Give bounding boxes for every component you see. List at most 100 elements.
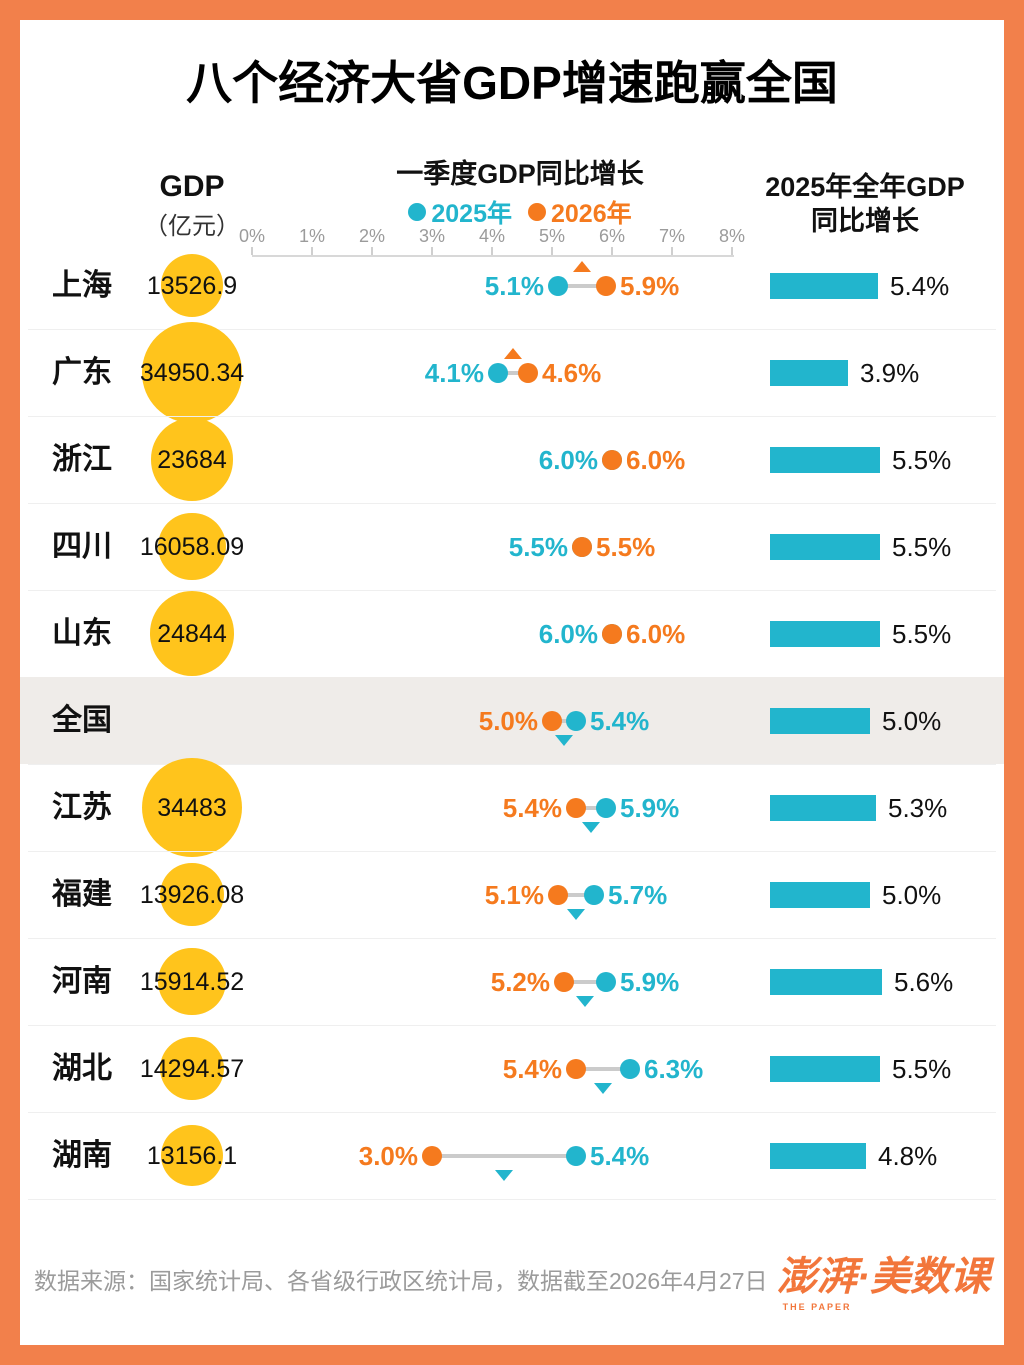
axis-tick-label: 6% (598, 226, 626, 246)
axis-tick (431, 247, 433, 255)
axis-tick (251, 247, 253, 255)
legend-2026-label: 2026年 (551, 200, 632, 228)
dot-value-label-2025: 5.4% (590, 705, 650, 736)
annual-growth-bar (770, 359, 848, 386)
dot-value-label-2026: 5.0% (478, 705, 538, 736)
gdp-value: 23684 (157, 445, 227, 474)
dot-value-label-2025: 5.9% (620, 966, 680, 997)
province-label: 福建 (52, 877, 112, 911)
gdp-bubble (161, 1124, 223, 1187)
bar-chart-title-line2: 同比增长 (811, 206, 919, 236)
dot-value-label-2025: 5.7% (608, 879, 668, 910)
row-separator (28, 764, 996, 765)
province-label: 全国 (52, 703, 112, 737)
gdp-bubble (158, 947, 226, 1016)
province-label: 河南 (52, 964, 112, 998)
dot-2026 (518, 362, 538, 383)
legend-2026-dot-icon (528, 203, 546, 221)
gdp-value: 24844 (157, 619, 227, 648)
row-separator (28, 1025, 996, 1026)
dot-2026 (542, 710, 562, 731)
annual-growth-value: 5.5% (892, 531, 952, 562)
axis-tick-label: 3% (418, 226, 446, 246)
dot-2025 (596, 797, 616, 818)
dumbbell-connector (498, 370, 528, 375)
axis-tick (551, 247, 553, 255)
page-title: 八个经济大省GDP增速跑赢全国 (186, 57, 838, 109)
gdp-value: 13156.1 (146, 1141, 238, 1170)
gdp-value: 16058.09 (139, 532, 245, 561)
row-separator (28, 938, 996, 939)
dot-2025 (488, 362, 508, 383)
dumbbell-connector (576, 805, 606, 810)
dot-value-label-2026: 5.5% (596, 531, 656, 562)
dot-value-label-2025: 6.0% (538, 618, 598, 649)
legend-2025-label: 2025年 (431, 200, 512, 228)
province-label: 山东 (52, 616, 112, 650)
dot-value-label-2025: 5.5% (508, 531, 568, 562)
gdp-column-header: GDP (159, 170, 225, 203)
row-separator (28, 503, 996, 504)
gdp-bubble (142, 757, 242, 858)
dot-value-label-2025: 5.1% (484, 270, 544, 301)
gdp-bubble (150, 418, 234, 501)
dot-value-label-2026: 3.0% (358, 1140, 418, 1171)
dot-2026 (572, 536, 592, 557)
gdp-bubble (160, 254, 224, 317)
annual-growth-value: 5.3% (888, 792, 948, 823)
dot-value-label-2025: 5.4% (590, 1140, 650, 1171)
legend-item-2025: 2025年 (408, 194, 512, 230)
dot-2026 (554, 971, 574, 992)
row-separator (28, 1112, 996, 1113)
data-source-note: 数据来源：国家统计局、各省级行政区统计局，数据截至2026年4月27日 (34, 1268, 768, 1294)
annual-growth-bar (770, 620, 880, 647)
gdp-bubble (149, 591, 235, 676)
publisher-logo: 澎湃·美数课 THE PAPER (777, 1244, 990, 1312)
dumbbell-connector (558, 892, 594, 897)
dot-value-label-2026: 5.2% (490, 966, 550, 997)
province-label: 浙江 (52, 442, 112, 476)
legend-item-2026: 2026年 (528, 194, 632, 230)
gdp-bubble (160, 862, 224, 927)
axis-tick (311, 247, 313, 255)
dot-value-label-2025: 5.9% (620, 792, 680, 823)
trend-down-icon (576, 995, 594, 1007)
annual-growth-bar (770, 533, 880, 560)
dot-2025 (566, 710, 586, 731)
axis-tick-label: 0% (238, 226, 266, 246)
annual-growth-value: 5.5% (892, 444, 952, 475)
dot-2025 (584, 884, 604, 905)
trend-down-icon (594, 1082, 612, 1094)
dot-2026 (566, 797, 586, 818)
row-separator (28, 416, 996, 417)
trend-down-icon (582, 821, 600, 833)
dot-value-label-2026: 5.4% (502, 1053, 562, 1084)
annual-growth-value: 3.9% (860, 357, 920, 388)
row-separator (28, 329, 996, 330)
gdp-value: 13526.9 (146, 271, 238, 300)
dumbbell-connector (576, 1066, 630, 1071)
dot-value-label-2026: 4.6% (542, 357, 602, 388)
row-separator (28, 851, 996, 852)
annual-growth-value: 5.4% (890, 270, 950, 301)
gdp-value: 34483 (157, 793, 227, 822)
axis-tick-label: 7% (658, 226, 686, 246)
dumbbell-connector (558, 283, 606, 288)
annual-growth-bar (770, 968, 882, 995)
legend: 2025年 2026年 (320, 194, 720, 230)
dot-value-label-2025: 6.3% (644, 1053, 704, 1084)
gdp-bubble (141, 322, 242, 423)
axis-baseline (252, 255, 734, 257)
province-label: 江苏 (52, 790, 112, 824)
trend-up-icon (504, 347, 522, 359)
axis-tick-label: 1% (298, 226, 326, 246)
dot-2025 (596, 971, 616, 992)
axis-tick-label: 8% (718, 226, 746, 246)
gdp-value: 13926.08 (139, 880, 245, 909)
axis-tick (371, 247, 373, 255)
axis-tick (731, 247, 733, 255)
annual-growth-bar (770, 881, 870, 908)
axis-tick-label: 4% (478, 226, 506, 246)
dumbbell-connector (564, 979, 606, 984)
